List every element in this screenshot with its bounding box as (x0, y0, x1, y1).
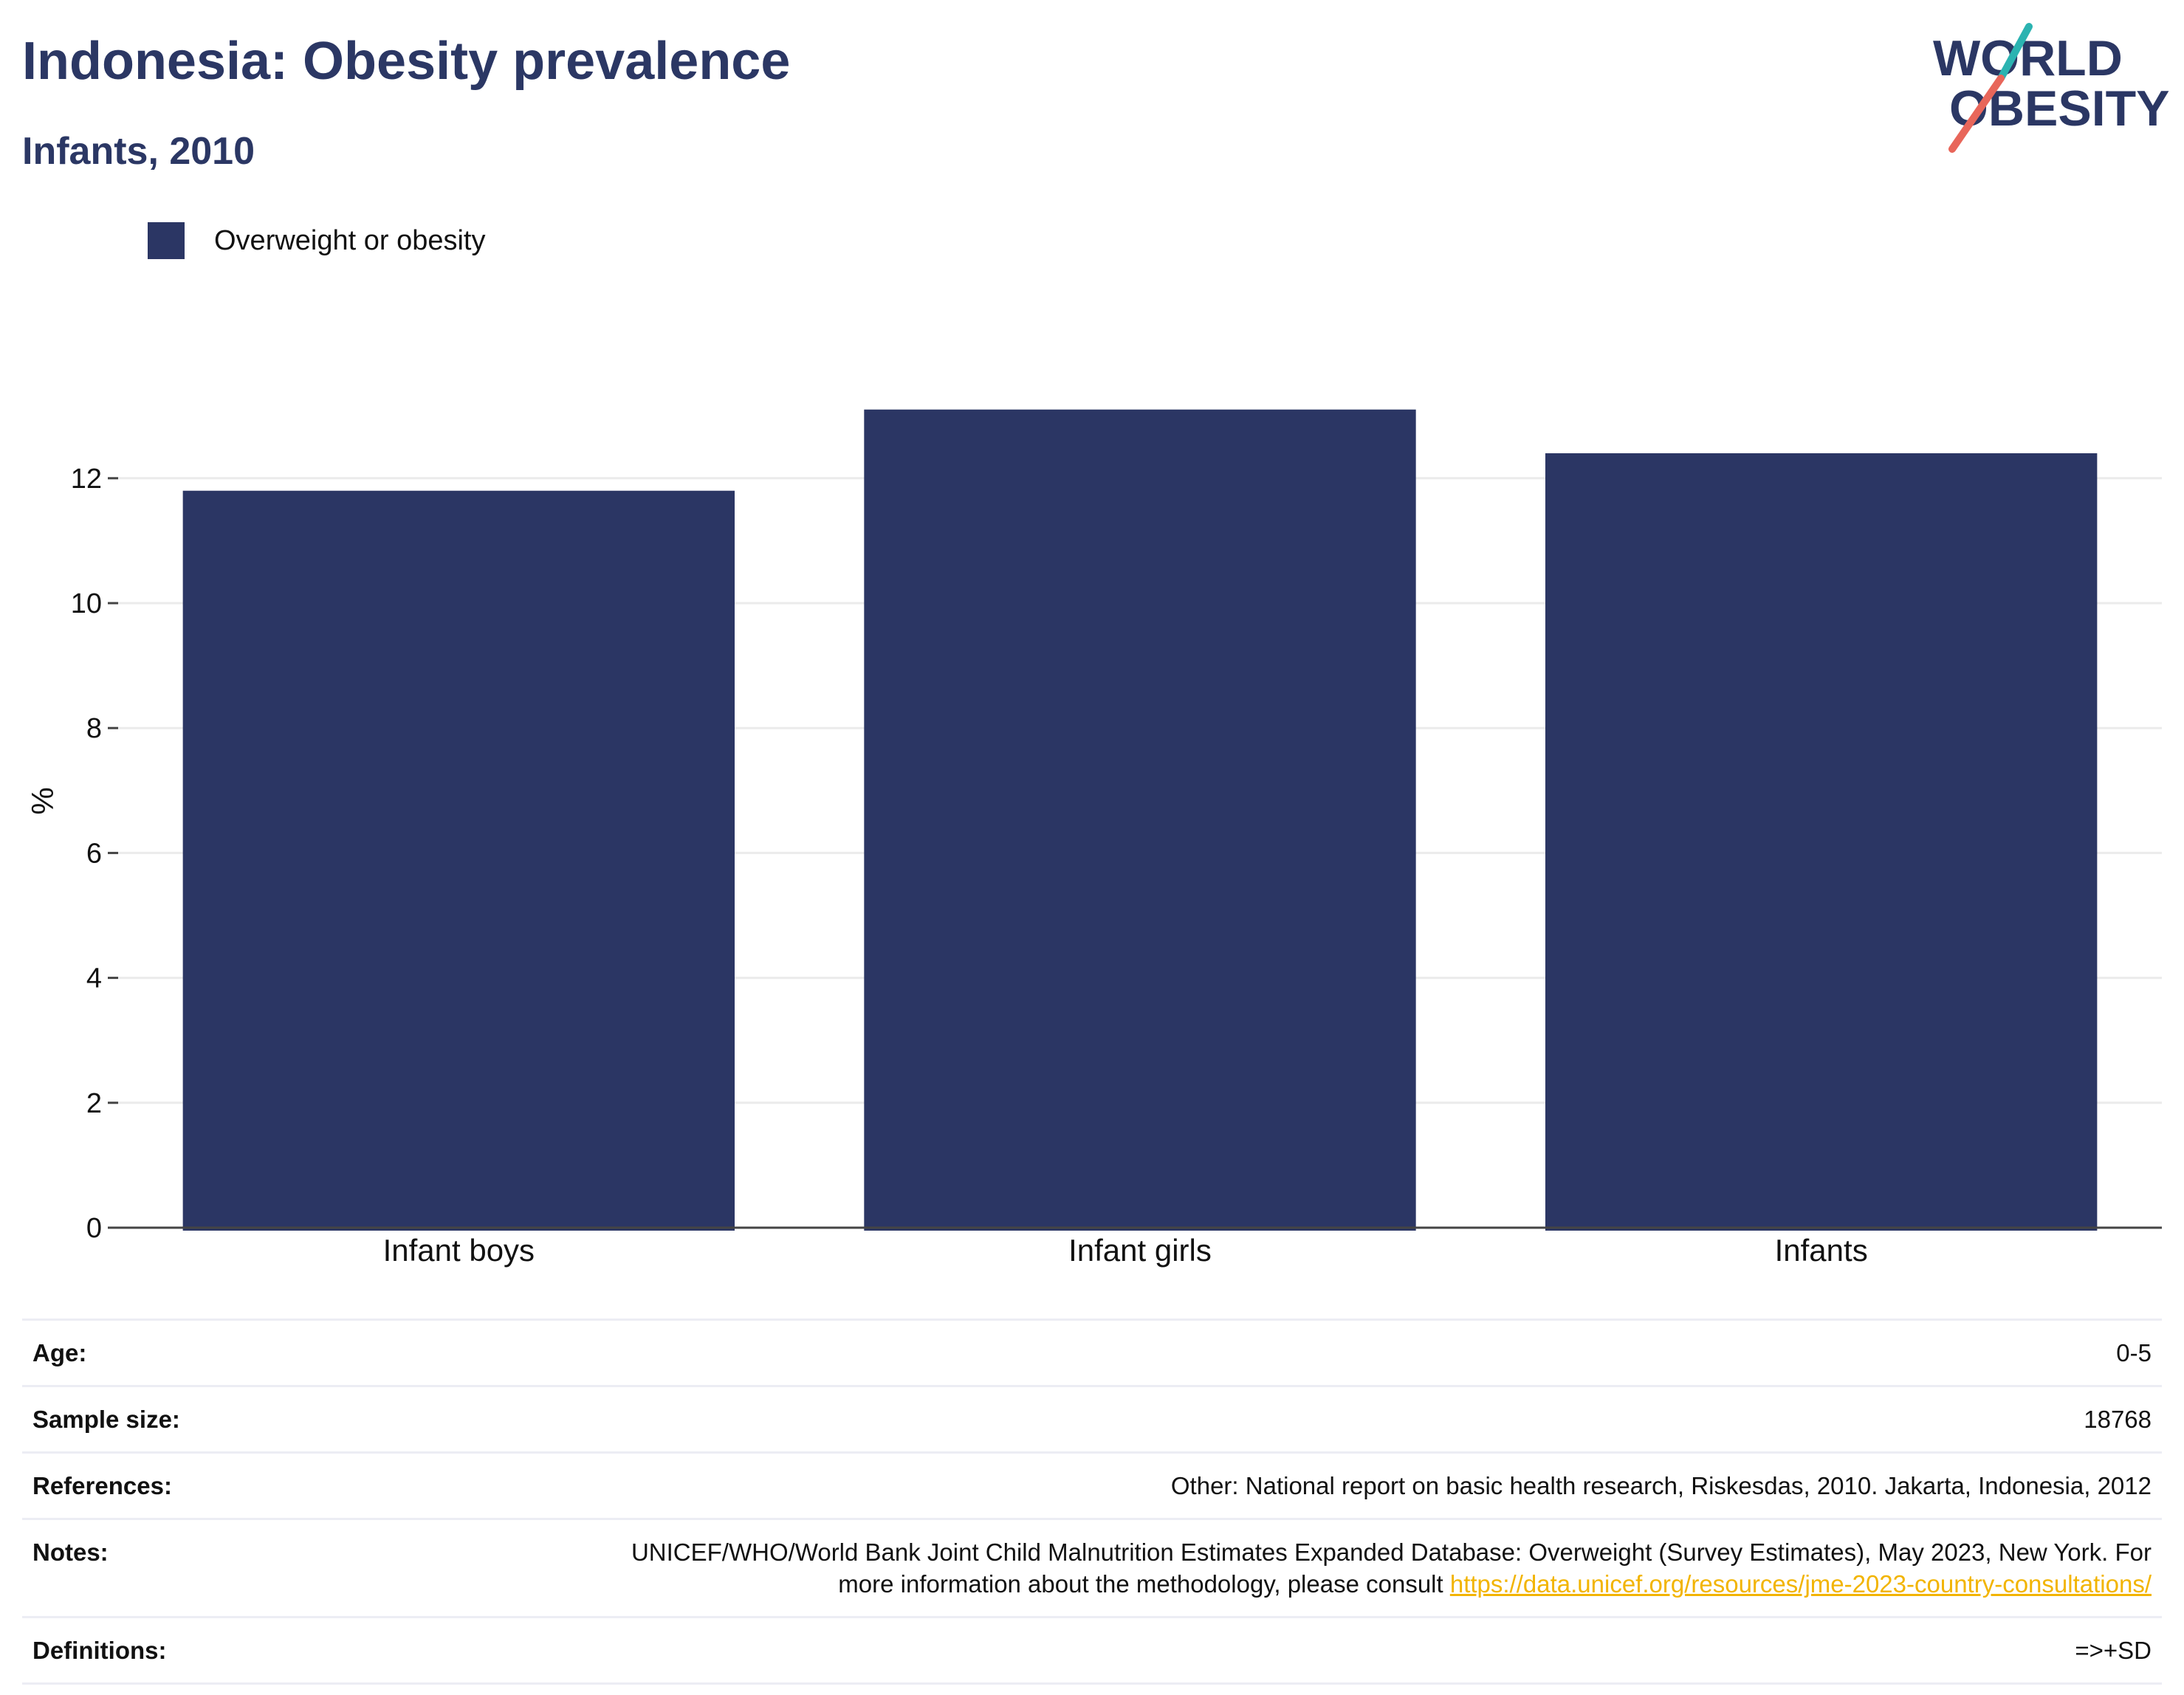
x-category-label: Infant boys (383, 1233, 535, 1268)
age-value: 0-5 (2116, 1339, 2152, 1366)
bar-infant-girls[interactable] (864, 409, 1416, 1231)
logo-slash-bottom (1948, 75, 2005, 153)
methodology-link[interactable]: https://data.unicef.org/resources/jme-20… (1449, 1570, 2152, 1598)
definitions-value: =>+SD (2075, 1637, 2152, 1664)
chart-title: Indonesia: Obesity prevalence (22, 32, 791, 91)
info-row-notes: Notes: UNICEF/WHO/World Bank Joint Child… (22, 1520, 2162, 1618)
x-axis-labels: Infant boys Infant girls Infants (383, 1233, 1868, 1268)
y-axis-ticks: 0 2 4 6 8 10 12 (71, 464, 118, 1244)
bar-infant-boys[interactable] (182, 490, 735, 1231)
x-category-label: Infants (1775, 1233, 1868, 1268)
logo-slash-top (1997, 23, 2033, 82)
sample-size-value: 18768 (2084, 1406, 2152, 1433)
references-value: Other: National report on basic health r… (1170, 1472, 2152, 1499)
legend[interactable]: Overweight or obesity (148, 219, 486, 263)
sample-size-key: Sample size: (32, 1406, 180, 1433)
notes-key: Notes: (32, 1538, 109, 1566)
y-tick-label: 8 (86, 713, 102, 744)
info-row-references: References: Other: National report on ba… (22, 1454, 2162, 1520)
bars (182, 409, 2098, 1231)
definitions-key: Definitions: (32, 1637, 167, 1664)
y-tick-label: 12 (71, 464, 102, 495)
logo-text-world: WORLD (1933, 30, 2123, 86)
y-tick-label: 10 (71, 588, 102, 619)
info-table: Age: 0-5 Sample size: 18768 References: … (22, 1318, 2162, 1685)
y-axis-title: % (25, 787, 60, 814)
chart-subtitle: Infants, 2010 (22, 130, 255, 173)
y-tick-label: 2 (86, 1088, 102, 1119)
y-tick-label: 0 (86, 1213, 102, 1244)
x-category-label: Infant girls (1068, 1233, 1212, 1268)
notes-value: UNICEF/WHO/World Bank Joint Child Malnut… (601, 1536, 2152, 1600)
legend-label: Overweight or obesity (214, 224, 486, 256)
info-row-sample-size: Sample size: 18768 (22, 1387, 2162, 1454)
info-row-age: Age: 0-5 (22, 1321, 2162, 1387)
bar-infants[interactable] (1545, 453, 2098, 1231)
bar-chart: 0 2 4 6 8 10 12 Infant boys Infant girls Infants… (25, 409, 2162, 1268)
world-obesity-logo: WORLD OBESITY (1933, 23, 2170, 153)
y-tick-label: 4 (86, 963, 102, 994)
references-key: References: (32, 1472, 172, 1499)
legend-swatch (148, 222, 185, 259)
logo-text-obesity: OBESITY (1949, 80, 2170, 137)
y-tick-label: 6 (86, 838, 102, 869)
age-key: Age: (32, 1339, 87, 1366)
info-row-definitions: Definitions: =>+SD (22, 1618, 2162, 1685)
notes-text: UNICEF/WHO/World Bank Joint Child Malnut… (631, 1538, 2152, 1598)
